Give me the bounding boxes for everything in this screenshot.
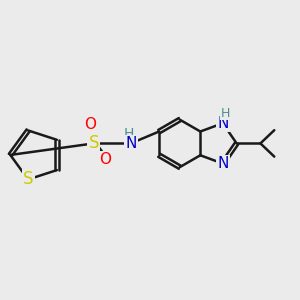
Text: N: N xyxy=(217,116,229,131)
Text: N: N xyxy=(125,136,136,151)
Text: S: S xyxy=(88,134,99,152)
Text: O: O xyxy=(84,117,96,132)
Text: H: H xyxy=(124,127,134,141)
Text: S: S xyxy=(23,170,33,188)
Text: H: H xyxy=(221,107,230,120)
Text: O: O xyxy=(99,152,111,167)
Text: N: N xyxy=(217,156,229,171)
